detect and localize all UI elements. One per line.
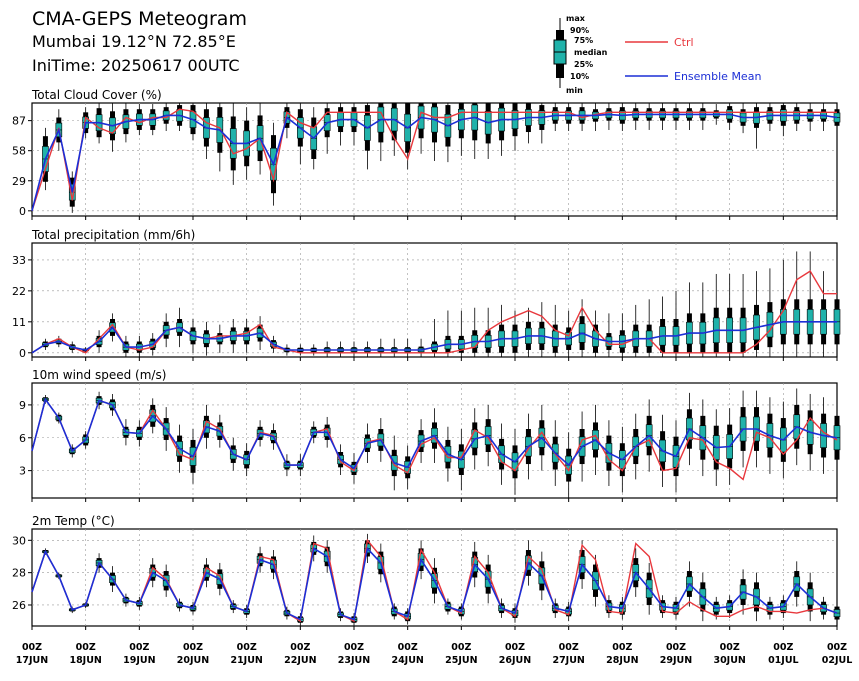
x-tick-date: 30JUN xyxy=(713,655,745,666)
panel-title: Total Cloud Cover (%) xyxy=(31,88,162,102)
legend-box-label: max xyxy=(566,14,586,23)
x-tick-time: 00Z xyxy=(773,642,793,653)
x-tick-time: 00Z xyxy=(129,642,149,653)
x-tick-time: 00Z xyxy=(290,642,310,653)
legend-box-label: min xyxy=(566,86,583,95)
meteogram-title: CMA-GEPS Meteogram xyxy=(32,8,247,30)
x-tick-date: 22JUN xyxy=(284,655,316,666)
legend-box-label: 25% xyxy=(574,60,593,69)
y-tick-label: 9 xyxy=(19,399,26,412)
y-tick-label: 30 xyxy=(12,534,26,547)
y-tick-label: 58 xyxy=(12,145,26,158)
panel-title: 10m wind speed (m/s) xyxy=(32,368,166,382)
y-tick-label: 29 xyxy=(12,175,26,188)
x-tick-time: 00Z xyxy=(666,642,686,653)
y-tick-label: 87 xyxy=(12,115,26,128)
x-tick-date: 25JUN xyxy=(445,655,477,666)
y-tick-label: 3 xyxy=(19,465,26,478)
panel-title: 2m Temp (°C) xyxy=(32,514,115,528)
legend-box-label: 10% xyxy=(570,72,589,81)
x-tick-date: 27JUN xyxy=(552,655,584,666)
x-tick-time: 00Z xyxy=(76,642,96,653)
panel-2: 10m wind speed (m/s) 3 6 9 xyxy=(19,368,841,502)
x-tick-time: 00Z xyxy=(612,642,632,653)
x-tick-date: 23JUN xyxy=(338,655,370,666)
panel-3: 2m Temp (°C) 26 28 30 xyxy=(12,514,841,630)
mean-legend-label: Ensemble Mean xyxy=(674,70,761,83)
x-tick-date: 17JUN xyxy=(16,655,48,666)
x-tick-time: 00Z xyxy=(451,642,471,653)
ensemble-mean-line xyxy=(31,397,838,470)
y-tick-label: 22 xyxy=(12,285,26,298)
x-tick-time: 00Z xyxy=(559,642,579,653)
x-tick-date: 21JUN xyxy=(230,655,262,666)
x-tick-time: 00Z xyxy=(344,642,364,653)
y-tick-label: 11 xyxy=(12,316,26,329)
x-tick-date: 01JUL xyxy=(768,655,799,666)
x-tick-time: 00Z xyxy=(505,642,525,653)
init-time-label: IniTime: 20250617 00UTC xyxy=(32,56,240,75)
x-tick-date: 19JUN xyxy=(123,655,155,666)
x-tick-time: 00Z xyxy=(720,642,740,653)
x-tick-time: 00Z xyxy=(398,642,418,653)
x-tick-time: 00Z xyxy=(22,642,42,653)
legend-box-label: 90% xyxy=(570,26,589,35)
x-tick-time: 00Z xyxy=(237,642,257,653)
panels: Total Cloud Cover (%) 0 29 58 87 Total precip… xyxy=(12,88,841,630)
y-tick-label: 0 xyxy=(19,347,26,360)
panel-title: Total precipitation (mm/6h) xyxy=(31,228,195,242)
x-tick-date: 26JUN xyxy=(499,655,531,666)
boxplot-legend: max 90%75% median 25% 10% min xyxy=(553,14,608,95)
x-tick-time: 00Z xyxy=(827,642,847,653)
panel-1: Total precipitation (mm/6h) 0 11 22 33 xyxy=(12,228,841,361)
y-tick-label: 28 xyxy=(12,567,26,580)
ctrl-line xyxy=(31,538,838,623)
x-tick-date: 18JUN xyxy=(69,655,101,666)
legend-box-label: median xyxy=(574,48,608,57)
ensemble-mean-line xyxy=(31,320,837,354)
location-label: Mumbai 19.12°N 72.85°E xyxy=(32,32,236,51)
ctrl-legend-label: Ctrl xyxy=(674,36,694,49)
x-tick-date: 24JUN xyxy=(391,655,423,666)
x-tick-time: 00Z xyxy=(183,642,203,653)
line-legend: Ctrl Ensemble Mean xyxy=(625,36,761,83)
y-tick-label: 0 xyxy=(19,205,26,218)
ensemble-mean-line xyxy=(31,546,838,621)
ctrl-line xyxy=(31,108,837,212)
y-tick-label: 6 xyxy=(19,432,26,445)
legend-box-label: 75% xyxy=(574,36,593,45)
x-tick-date: 29JUN xyxy=(660,655,692,666)
y-tick-label: 33 xyxy=(12,254,26,267)
ensemble-mean-line xyxy=(31,113,838,212)
x-tick-date: 02JUL xyxy=(822,655,853,666)
panel-0: Total Cloud Cover (%) 0 29 58 87 xyxy=(12,88,841,220)
x-axis-labels: 00Z 17JUN 00Z 18JUN 00Z 19JUN 00Z 20JUN 00Z 21JUN… xyxy=(16,642,852,666)
x-tick-date: 28JUN xyxy=(606,655,638,666)
panel-frame xyxy=(31,528,838,627)
x-tick-date: 20JUN xyxy=(177,655,209,666)
y-tick-label: 26 xyxy=(12,599,26,612)
